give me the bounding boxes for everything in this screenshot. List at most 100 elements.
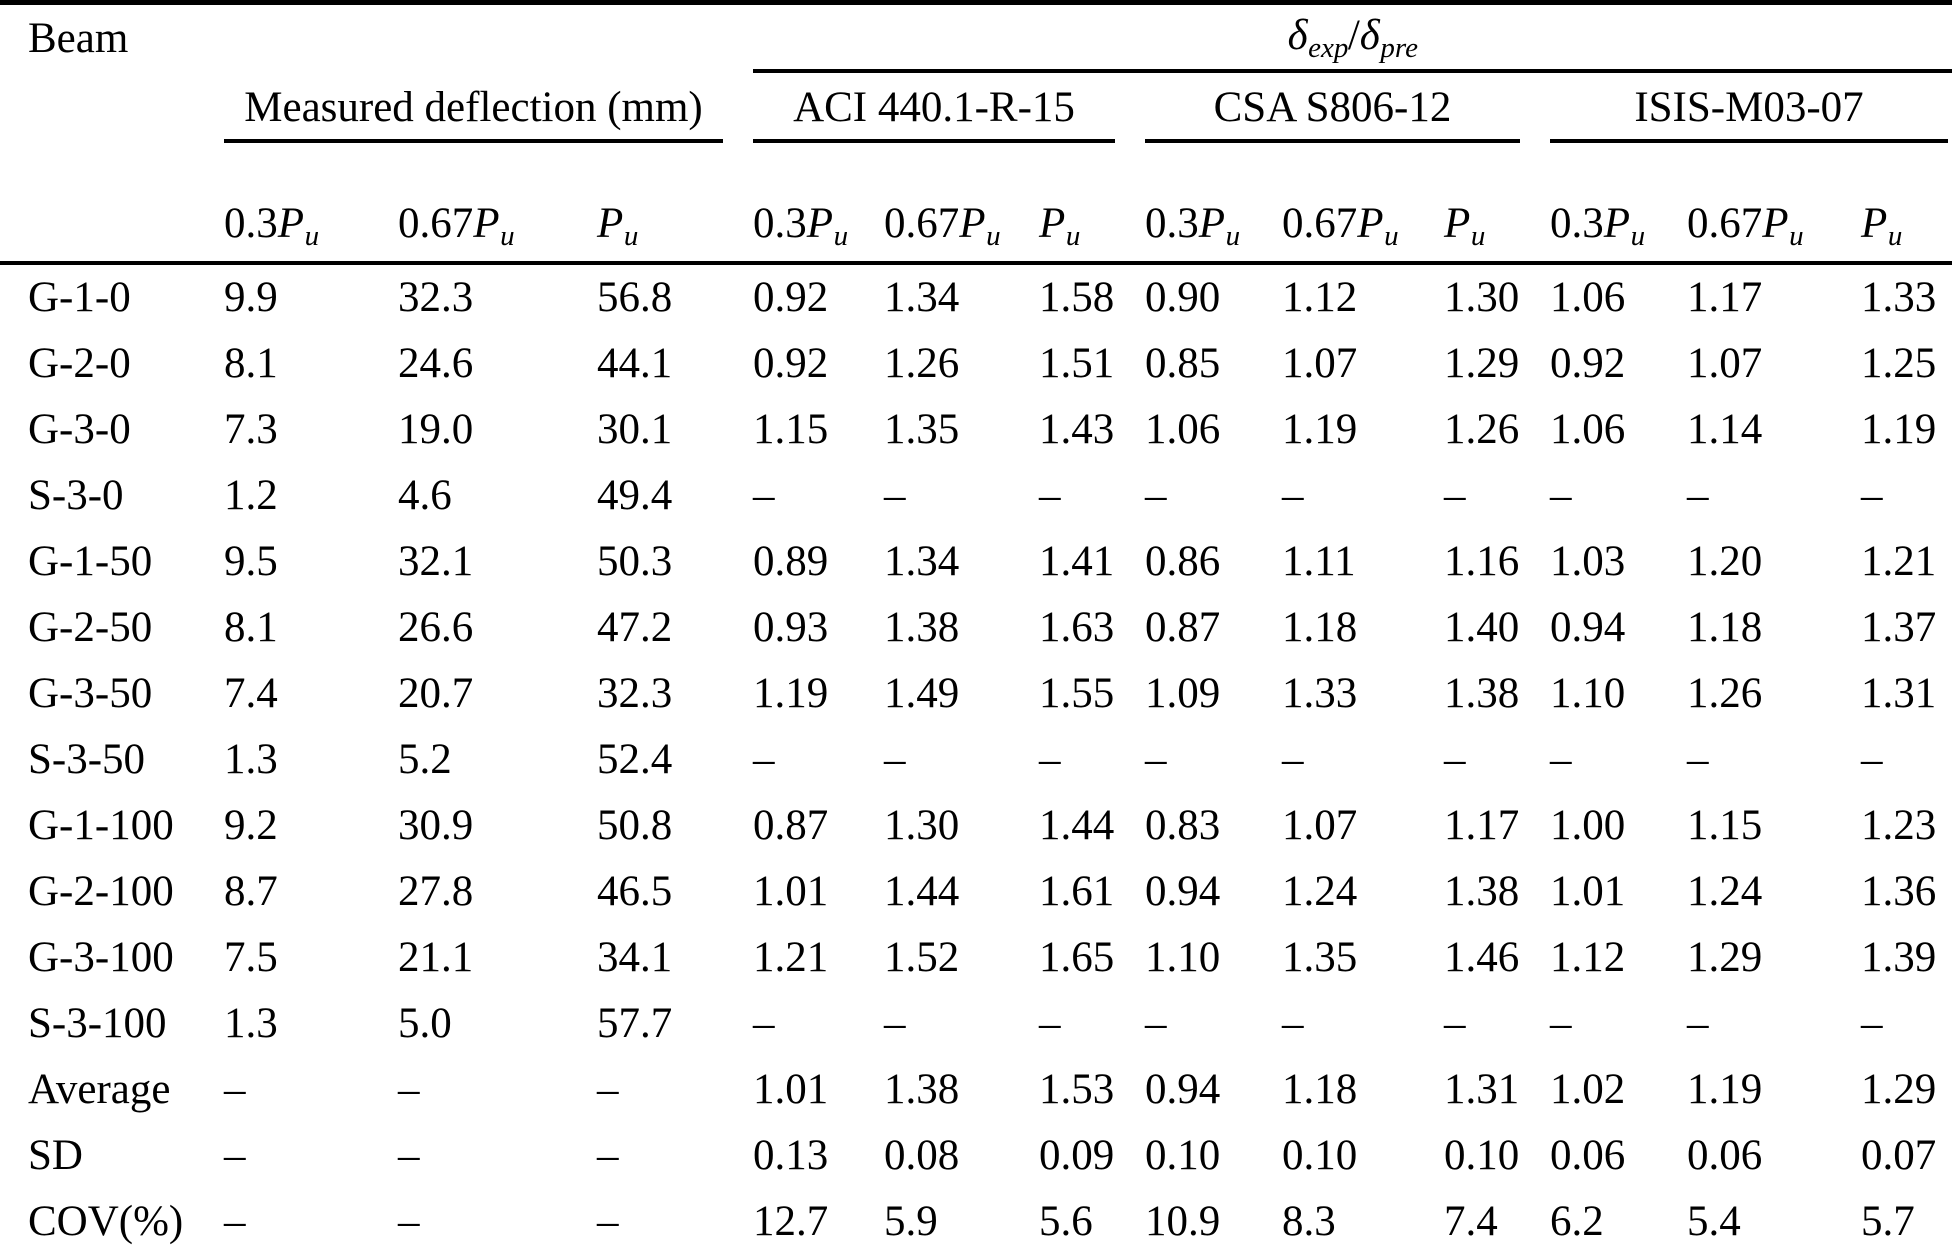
value-cell: 0.08 [884, 1132, 960, 1180]
value-cell: – [1550, 736, 1572, 784]
value-cell: 30.9 [398, 802, 474, 850]
value-cell: 1.43 [1039, 406, 1115, 454]
value-cell: – [1444, 736, 1466, 784]
value-cell: – [1039, 472, 1061, 520]
table-row: G-2-50 8.1 26.6 47.2 0.93 1.38 1.63 0.87 1.18 1.4… [0, 595, 1952, 661]
value-cell: 1.35 [884, 406, 960, 454]
table-header: Beam δexp/δpre Measured deflection (mm) … [0, 2, 1952, 265]
value-cell: 0.94 [1550, 604, 1626, 652]
beam-label: G-1-50 [28, 538, 153, 586]
load-level-header: Pu [1861, 143, 1952, 265]
value-cell: 1.29 [1687, 934, 1763, 982]
value-cell: 49.4 [597, 472, 673, 520]
value-cell: 5.0 [398, 1000, 452, 1048]
value-cell: – [1687, 736, 1709, 784]
value-cell: 7.3 [224, 406, 278, 454]
value-cell: 0.90 [1145, 274, 1221, 322]
table-row: G-1-100 9.2 30.9 50.8 0.87 1.30 1.44 0.83 1.07 1.… [0, 793, 1952, 859]
value-cell: – [398, 1198, 420, 1246]
exp-subscript: exp [1308, 32, 1349, 65]
value-cell: 0.94 [1145, 868, 1221, 916]
value-cell: 1.17 [1444, 802, 1520, 850]
value-cell: 1.19 [1861, 406, 1937, 454]
value-cell: 1.40 [1444, 604, 1520, 652]
value-cell: – [753, 736, 775, 784]
value-cell: 5.6 [1039, 1198, 1093, 1246]
value-cell: 1.07 [1282, 802, 1358, 850]
value-cell: – [224, 1198, 246, 1246]
table-row: G-1-0 9.9 32.3 56.8 0.92 1.34 1.58 0.90 1.12 1.30… [0, 263, 1952, 331]
value-cell: 1.06 [1550, 274, 1626, 322]
value-cell: – [1861, 736, 1883, 784]
value-cell: 0.86 [1145, 538, 1221, 586]
value-cell: 5.4 [1687, 1198, 1741, 1246]
value-cell: 1.18 [1282, 604, 1358, 652]
header-spacer [224, 3, 753, 72]
value-cell: 1.34 [884, 274, 960, 322]
value-cell: 46.5 [597, 868, 673, 916]
measured-deflection-group-header: Measured deflection (mm) [224, 71, 753, 143]
value-cell: – [884, 472, 906, 520]
value-cell: 1.03 [1550, 538, 1626, 586]
value-cell: 1.11 [1282, 538, 1356, 586]
value-cell: 0.94 [1145, 1066, 1221, 1114]
value-cell: 1.31 [1861, 670, 1937, 718]
value-cell: 19.0 [398, 406, 474, 454]
value-cell: 1.10 [1145, 934, 1221, 982]
value-cell: 0.13 [753, 1132, 829, 1180]
value-cell: 1.29 [1444, 340, 1520, 388]
value-cell: 10.9 [1145, 1198, 1221, 1246]
value-cell: 1.07 [1687, 340, 1763, 388]
value-cell: 24.6 [398, 340, 474, 388]
value-cell: 0.93 [753, 604, 829, 652]
aci-label: ACI 440.1-R-15 [793, 83, 1075, 131]
value-cell: 1.06 [1550, 406, 1626, 454]
value-cell: 1.61 [1039, 868, 1115, 916]
value-cell: 1.44 [1039, 802, 1115, 850]
value-cell: 1.26 [884, 340, 960, 388]
value-cell: 1.38 [884, 1066, 960, 1114]
value-cell: 1.06 [1145, 406, 1221, 454]
value-cell: – [1282, 1000, 1304, 1048]
value-cell: 1.24 [1687, 868, 1763, 916]
value-cell: 1.53 [1039, 1066, 1115, 1114]
value-cell: 0.10 [1145, 1132, 1221, 1180]
value-cell: 0.85 [1145, 340, 1221, 388]
value-cell: 1.38 [1444, 868, 1520, 916]
value-cell: – [1687, 1000, 1709, 1048]
ratio-expression: δexp/δpre [1288, 12, 1418, 63]
value-cell: 1.49 [884, 670, 960, 718]
isis-label: ISIS-M03-07 [1634, 83, 1864, 131]
beam-label: G-3-0 [28, 406, 131, 454]
value-cell: 1.15 [1687, 802, 1763, 850]
value-cell: 32.3 [398, 274, 474, 322]
ratio-group-header: δexp/δpre [753, 2, 1952, 73]
value-cell: 56.8 [597, 274, 673, 322]
load-level-header: 0.3Pu [1145, 143, 1282, 265]
value-cell: 1.09 [1145, 670, 1221, 718]
value-cell: 12.7 [753, 1198, 829, 1246]
value-cell: 1.31 [1444, 1066, 1520, 1114]
value-cell: 8.7 [224, 868, 278, 916]
value-cell: 0.92 [753, 340, 829, 388]
beam-label: S-3-0 [28, 472, 124, 520]
value-cell: 1.55 [1039, 670, 1115, 718]
value-cell: 1.34 [884, 538, 960, 586]
value-cell: 1.26 [1687, 670, 1763, 718]
value-cell: 0.10 [1282, 1132, 1358, 1180]
beam-label: COV(%) [28, 1198, 184, 1246]
value-cell: 9.2 [224, 802, 278, 850]
beam-label: S-3-100 [28, 1000, 167, 1048]
value-cell: 1.21 [753, 934, 829, 982]
value-cell: 1.25 [1861, 340, 1937, 388]
value-cell: 1.20 [1687, 538, 1763, 586]
load-level-header-row: 0.3Pu 0.67Pu Pu 0.3Pu 0.67Pu Pu 0.3Pu 0.67Pu Pu 0… [0, 143, 1952, 265]
value-cell: 1.30 [884, 802, 960, 850]
value-cell: 34.1 [597, 934, 673, 982]
value-cell: – [1145, 472, 1167, 520]
value-cell: 0.07 [1861, 1132, 1937, 1180]
csa-group-header: CSA S806-12 [1145, 71, 1550, 143]
table-row: SD – – – 0.13 0.08 0.09 0.10 0.10 0.10 0.06 0.06 0.0… [0, 1123, 1952, 1189]
beam-label: G-1-100 [28, 802, 174, 850]
value-cell: – [1861, 472, 1883, 520]
